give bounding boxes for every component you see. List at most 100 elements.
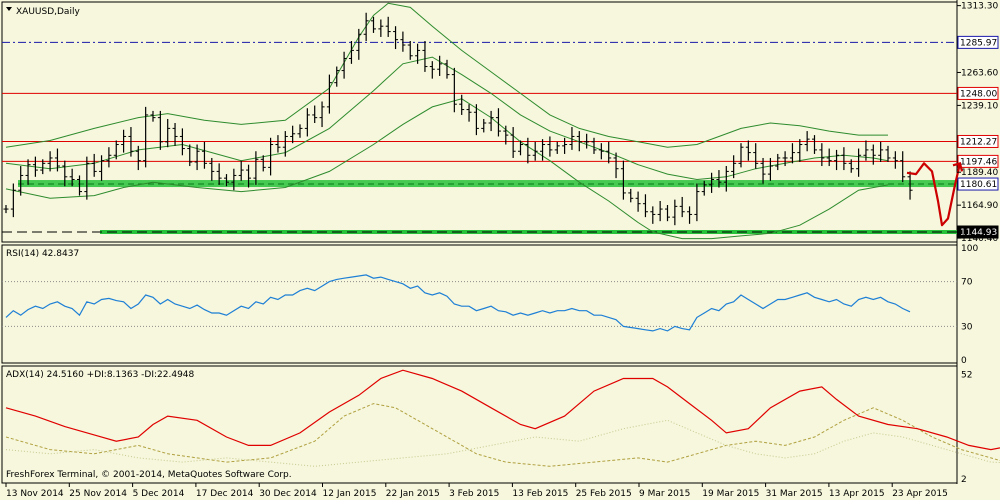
price-bar [532,141,538,161]
date-tick-label: 17 Dec 2014 [196,489,254,499]
price-tick-label: 1313.30 [961,2,998,12]
bollinger-upper-line [5,2,888,148]
price-bar [569,127,575,150]
price-bar [804,131,810,152]
price-bar [775,153,781,171]
price-bar [62,160,68,187]
adx-tick-label: 2 [961,475,967,485]
price-bar [165,118,171,148]
price-bar [731,155,737,179]
price-bar [562,137,568,154]
price-bar [848,159,854,173]
price-bar [473,104,479,136]
forecast-arrowhead [952,161,964,172]
level-tag [957,177,999,191]
rsi-panel-frame [1,244,958,364]
price-bar [657,200,663,222]
price-bar [10,183,16,218]
dropdown-triangle-icon [6,7,12,11]
price-bar [356,28,362,60]
plus-di-line [5,403,1000,467]
price-bar [371,16,376,33]
date-tick-label: 22 Jan 2015 [386,489,440,499]
price-bar [598,143,604,160]
grid [2,281,957,327]
price-bar [319,101,325,128]
price-bars [3,12,913,226]
price-bar [451,67,457,113]
price-bar [128,127,134,157]
price-bar [341,51,347,79]
price-bar [444,59,450,79]
price-bar [826,148,832,167]
price-bar [363,12,369,41]
price-bar [40,159,46,175]
price-bar [797,139,803,162]
price-bar [738,143,744,168]
price-bar [297,124,303,138]
price-bar [709,172,715,193]
level-tag-label: 1180.61 [960,180,997,190]
rsi-panel-title: RSI(14) 42.8437 [6,249,79,259]
adx-tick-label: 52 [961,370,972,380]
price-bar [385,16,391,37]
level-tag-label: 1212.27 [960,137,997,147]
price-bar [510,127,516,158]
price-panel-title: XAUUSD,Daily [16,7,80,17]
rsi-indicator [5,274,911,332]
adx-line [5,369,1000,451]
price-bar [253,151,259,185]
level-tag [957,154,999,168]
price-bar [481,118,487,133]
level-tag-label: 1285.97 [960,38,997,48]
price-bar [694,183,700,222]
forecast-path [906,162,962,227]
price-bar [157,110,163,150]
price-bar [3,205,9,214]
price-bar [716,170,722,188]
rsi-tick-label: 30 [961,322,973,332]
price-bar [760,157,766,184]
price-bar [209,157,215,181]
date-tick-label: 13 Nov 2014 [6,489,64,499]
level-tag-label: 1144.93 [960,228,997,238]
price-bar [201,141,207,169]
price-bar [422,40,428,72]
price-bar [554,141,560,154]
price-bar [459,94,465,115]
price-bar [326,74,332,114]
price-bar [378,19,384,37]
price-bar [701,180,707,196]
price-bar [878,141,884,162]
price-bar [819,143,825,167]
level-tag [957,35,999,49]
price-bar [407,40,413,60]
adx-panel-title: ADX(14) 24.5160 +DI:8.1363 -DI:22.4948 [6,370,195,380]
price-tick-label: 1140.40 [961,234,998,244]
price-bar [576,131,582,152]
price-bar [135,145,141,171]
bollinger-bands [5,2,889,240]
price-bar [812,135,817,154]
price-bar [224,174,229,187]
price-bar [282,131,288,157]
price-bar [863,140,869,161]
price-bar [841,147,847,171]
date-tick-label: 3 Feb 2015 [449,489,499,499]
footer-copyright: FreshForex Terminal, © 2001-2014, MetaQu… [6,470,292,480]
price-bar [672,199,678,226]
price-bar [635,191,641,212]
price-bar [518,140,523,156]
price-bar [334,66,340,87]
price-bar [172,123,178,146]
price-bar [870,144,876,165]
price-bar [150,110,156,122]
price-bar [723,166,729,192]
price-bar [525,137,531,164]
price-bar [782,151,788,167]
rsi-tick-label: 100 [961,244,978,254]
level-tag-label: 1197.46 [960,157,997,167]
price-bar [54,148,60,172]
price-bar [856,148,862,177]
